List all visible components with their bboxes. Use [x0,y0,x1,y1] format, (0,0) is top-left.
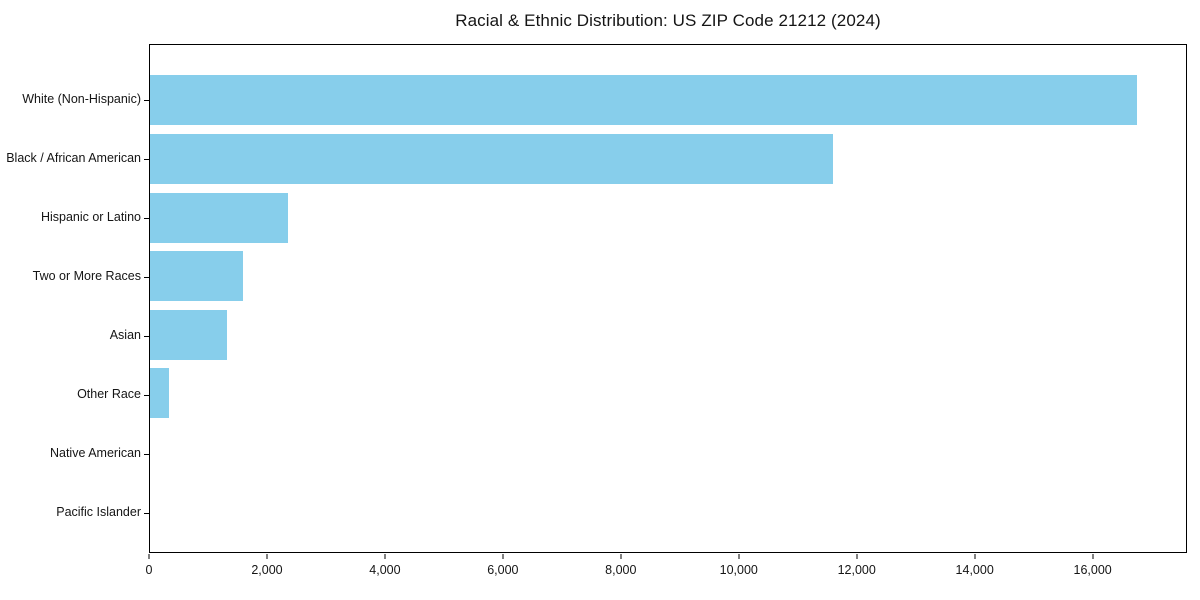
bar-row-hispanic-or-latino [150,188,1186,247]
x-tick-label-6000: 6,000 [487,563,519,577]
y-tick-mark [144,394,149,396]
bar-row-other-race [150,364,1186,423]
y-tick-mark [144,512,149,514]
x-tick-label-12000: 12,000 [837,563,876,577]
y-axis-labels: White (Non-Hispanic) Black / African Amer… [0,44,149,553]
y-label-pacific-islander: Pacific Islander [56,504,141,519]
x-tick-label-0: 0 [145,563,153,577]
y-label-asian: Asian [109,327,141,342]
y-tick-mark [144,100,149,102]
x-tick-mark [974,554,976,559]
x-tick-mark [266,554,268,559]
x-tick-label-4000: 4,000 [369,563,401,577]
y-label-other-race: Other Race [77,386,141,401]
bar-asian [150,309,227,360]
x-tick-mark [1092,554,1094,559]
bar-row-pacific-islander [150,481,1186,540]
bar-row-asian [150,306,1186,365]
bar-hispanic-or-latino [150,192,289,243]
y-tick-mark [144,218,149,220]
bar-white-non-hispanic [150,75,1137,126]
y-tick-mark [144,277,149,279]
x-tick-mark [620,554,622,559]
x-tick-label-14000: 14,000 [955,563,994,577]
x-tick-label-16000: 16,000 [1073,563,1112,577]
bars-container [150,45,1186,552]
y-tick-mark [144,335,149,337]
x-tick-mark [384,554,386,559]
bar-row-black-african-american [150,130,1186,189]
x-tick-mark [738,554,740,559]
bar-row-two-or-more-races [150,247,1186,306]
bar-black-african-american [150,133,834,184]
y-label-black-african-american: Black / African American [6,151,141,166]
y-label-two-or-more-races: Two or More Races [32,269,141,284]
x-tick-label-2000: 2,000 [251,563,283,577]
y-tick-mark [144,453,149,455]
bar-two-or-more-races [150,251,243,302]
chart-title: Racial & Ethnic Distribution: US ZIP Cod… [455,11,881,30]
y-label-hispanic-or-latino: Hispanic or Latino [40,210,141,225]
x-tick-label-10000: 10,000 [719,563,758,577]
y-tick-mark [144,159,149,161]
x-tick-label-8000: 8,000 [605,563,637,577]
bar-other-race [150,368,169,419]
x-tick-mark [502,554,504,559]
x-tick-mark [856,554,858,559]
x-tick-mark [148,554,150,559]
y-label-white-non-hispanic: White (Non-Hispanic) [22,92,141,107]
x-axis: 0 2,000 4,000 6,000 8,000 10,000 12,000 14,000 1… [145,554,1187,594]
bar-row-native-american [150,423,1186,482]
plot-area [144,44,1187,553]
bar-row-white-non-hispanic [150,71,1186,130]
y-label-native-american: Native American [49,445,141,460]
